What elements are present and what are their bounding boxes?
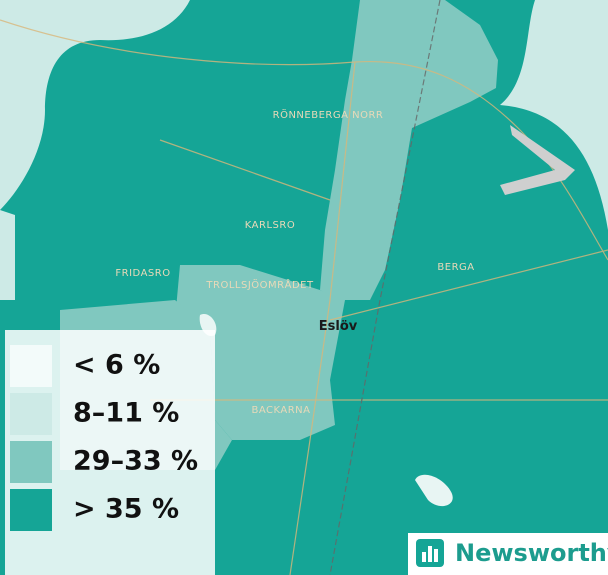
region-medium [175, 265, 345, 440]
legend-label: 8–11 % [73, 398, 179, 429]
place-label: BACKARNA [252, 405, 311, 416]
place-label: FRIDASRO [115, 268, 170, 279]
legend-label: > 35 % [73, 494, 179, 525]
legend-swatch [10, 345, 52, 387]
region-light [0, 0, 190, 210]
airfield [500, 125, 575, 195]
legend-swatch [10, 441, 52, 483]
region-light [0, 210, 15, 300]
logo-text: Newsworthy [455, 539, 608, 567]
legend: < 6 % 8–11 % 29–33 % > 35 % [10, 345, 198, 531]
place-label: RÖNNEBERGA NORR [273, 108, 384, 121]
logo-icon [416, 539, 444, 567]
legend-swatch [10, 393, 52, 435]
region-light [500, 0, 608, 230]
lake [415, 474, 453, 507]
town-label: Eslöv [319, 319, 358, 334]
legend-swatch [10, 489, 52, 531]
place-label: TROLLSJÖOMRÅDET [205, 278, 314, 291]
place-label: BERGA [437, 262, 474, 273]
region-medium [320, 0, 498, 300]
legend-label: < 6 % [73, 350, 160, 381]
place-label: KARLSRO [245, 220, 295, 231]
legend-label: 29–33 % [73, 446, 198, 477]
